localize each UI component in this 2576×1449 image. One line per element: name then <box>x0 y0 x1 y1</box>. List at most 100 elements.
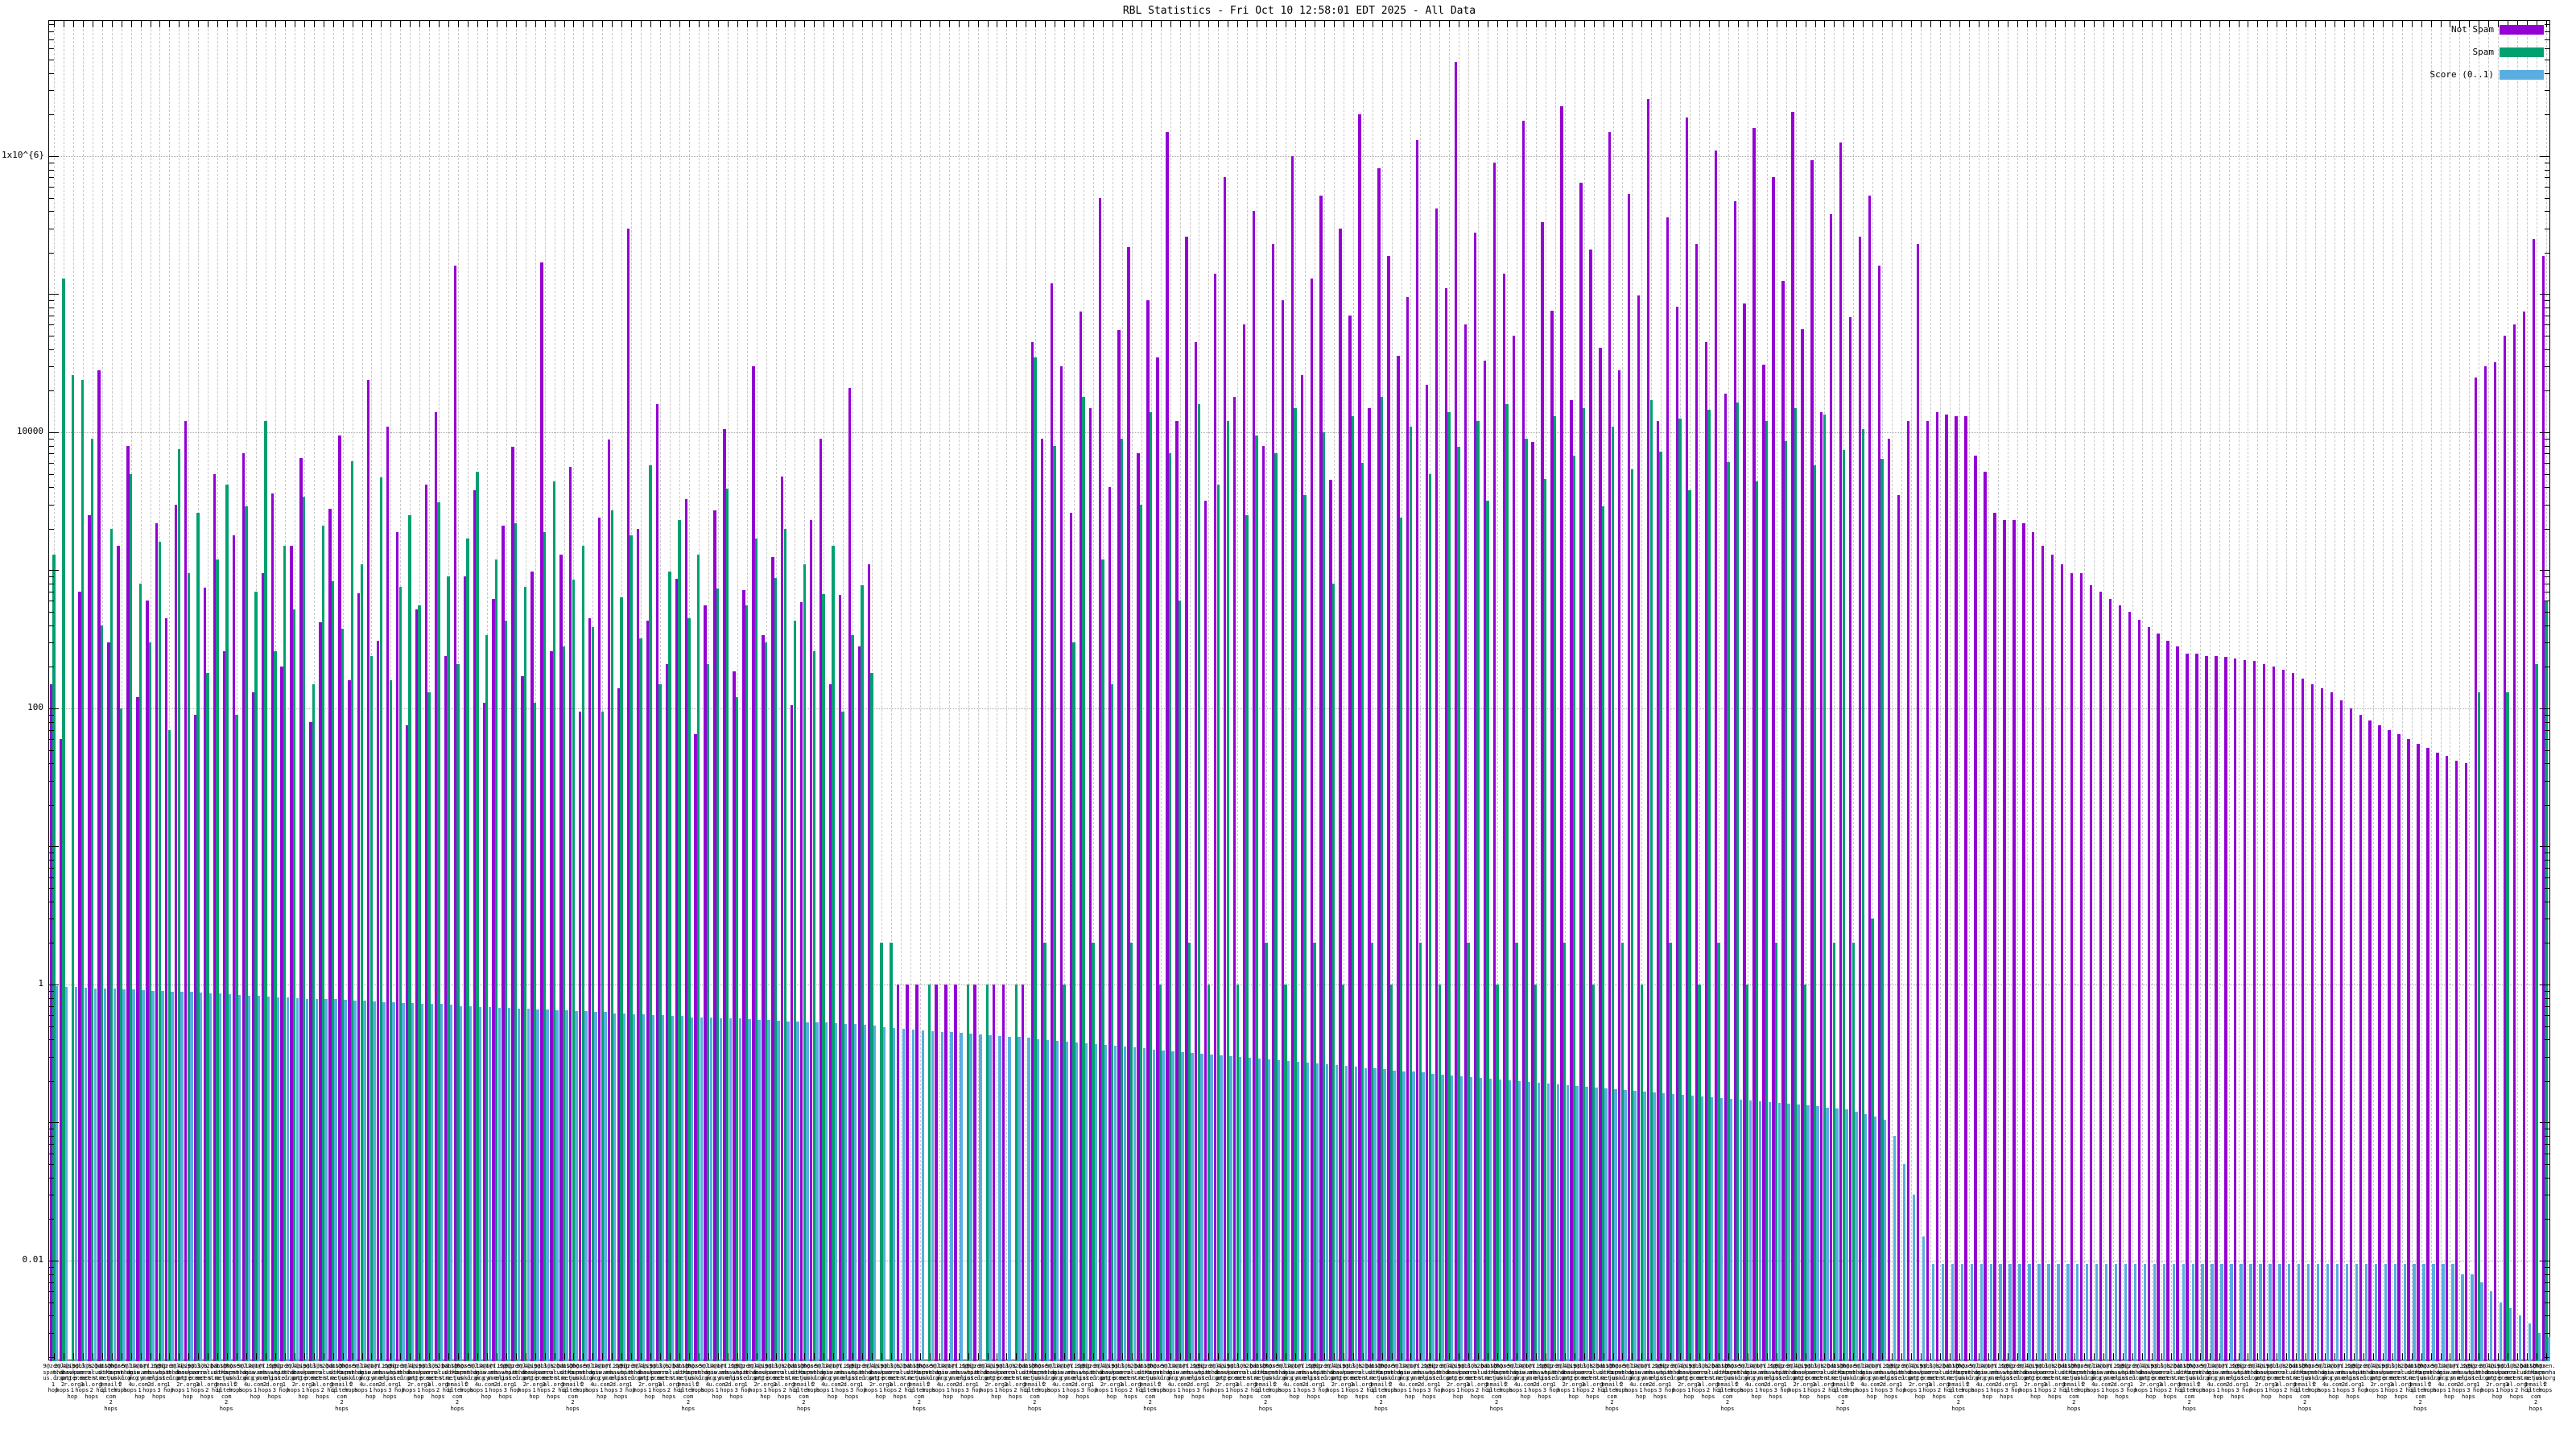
x-tick <box>814 1353 815 1360</box>
x-tick-label: 9@zen.spamhaus.org 1 hop <box>2005 1363 2027 1393</box>
bar-spam <box>1832 943 1836 1361</box>
x-tick-label: 15@ips.whitelisted.org 3 hops <box>1072 1363 1093 1400</box>
bar-score <box>1171 1051 1174 1361</box>
x-tick-label: 11@hostkarma.junkemailfilter.com 2 hops <box>2525 1363 2546 1412</box>
bar-score <box>2326 1263 2330 1361</box>
x-tick <box>2113 1353 2115 1360</box>
x-tick-label: 15@ips.whitelisted.org 3 hops <box>610 1363 631 1400</box>
x-tick-label: 2@list.dnswl.org 2 hops <box>2131 1363 2152 1393</box>
bar-spam <box>1534 984 1538 1361</box>
bar-spam <box>1746 984 1749 1361</box>
x-tick-label: 5@list.dnswl.org 4 hops <box>812 1363 833 1393</box>
x-tick <box>1266 1353 1268 1360</box>
bar-spam <box>1544 478 1547 1361</box>
y-tick <box>49 749 54 751</box>
bar-not-spam <box>848 387 852 1361</box>
x-tick <box>159 21 161 27</box>
bar-not-spam <box>1098 197 1101 1361</box>
gridline-vertical <box>2334 21 2336 1360</box>
y-tick <box>49 990 54 992</box>
bar-score <box>1451 1075 1454 1361</box>
y-tick <box>2545 1080 2549 1082</box>
bar-spam <box>1861 429 1864 1361</box>
bar-score <box>2413 1263 2416 1361</box>
x-tick <box>1218 21 1220 27</box>
bar-spam <box>1274 453 1278 1361</box>
y-tick <box>49 504 54 506</box>
bar-spam <box>398 586 402 1361</box>
bar-not-spam <box>1550 310 1554 1361</box>
x-tick <box>101 21 103 27</box>
gridline-vertical <box>1670 21 1672 1360</box>
x-tick-label: 14@origin.asn.cymru.com 1 hop <box>938 1363 959 1400</box>
bar-not-spam <box>791 705 794 1361</box>
x-tick-label: 4@ips.backscatterer.org 1 hop <box>2372 1363 2392 1400</box>
y-tick <box>49 1356 54 1358</box>
bar-not-spam <box>1877 266 1881 1361</box>
x-tick <box>2199 1353 2201 1360</box>
legend-label-not-spam: Not Spam <box>2451 24 2494 35</box>
x-tick <box>1121 1353 1123 1360</box>
x-tick <box>1266 21 1268 27</box>
x-tick <box>2113 21 2115 27</box>
bar-not-spam <box>733 671 736 1361</box>
bar-not-spam <box>165 617 168 1361</box>
x-tick-label: 3@b.barracudacentral.org 2 hops <box>81 1363 102 1400</box>
x-tick <box>1006 21 1008 27</box>
y-tick <box>49 1026 54 1027</box>
bar-not-spam <box>867 564 871 1361</box>
x-tick-label: 1@Y.spamhaus.org 2 hops <box>832 1363 852 1393</box>
x-tick <box>1150 1353 1152 1360</box>
gridline-vertical <box>2430 21 2432 1360</box>
x-tick-label: 2@dnsbl.sorbs.net 1 hop <box>2401 1363 2421 1393</box>
y-tick <box>49 48 54 50</box>
y-tick <box>49 1291 54 1293</box>
bar-score <box>1239 1056 1242 1361</box>
bar-score <box>806 1022 809 1361</box>
bar-not-spam <box>2108 599 2112 1361</box>
gridline-vertical <box>1968 21 1970 1360</box>
bar-score <box>2153 1263 2157 1361</box>
x-tick <box>1583 21 1585 27</box>
x-tick-label: 1@Y.spamhaus.org 2 hops <box>1640 1363 1661 1393</box>
bar-not-spam <box>993 984 996 1361</box>
x-tick <box>2363 1353 2364 1360</box>
y-tick <box>49 349 54 350</box>
y-tick <box>49 1332 54 1334</box>
bar-spam <box>764 642 768 1361</box>
bar-score <box>1018 1037 1021 1361</box>
bar-score <box>1768 1101 1771 1361</box>
x-tick <box>2488 1353 2490 1360</box>
x-tick <box>1478 21 1480 27</box>
x-tick <box>448 1353 450 1360</box>
x-tick <box>602 21 604 27</box>
bar-score <box>142 989 145 1361</box>
x-tick <box>890 1353 892 1360</box>
y-tick <box>49 445 54 447</box>
x-tick-label: 11@hostkarma.junkemailfilter.com 2 hops <box>1717 1363 1738 1412</box>
x-tick <box>2440 21 2442 27</box>
x-tick-label: 9@bl.spamcop.net 3 hops <box>880 1363 901 1393</box>
bar-score <box>873 1025 877 1361</box>
x-tick <box>2151 21 2153 27</box>
bar-score <box>1113 1046 1117 1361</box>
x-tick <box>2267 1353 2268 1360</box>
x-tick <box>1535 1353 1537 1360</box>
gridline-vertical <box>2199 21 2201 1360</box>
x-tick <box>2267 21 2268 27</box>
bar-not-spam <box>395 531 399 1361</box>
x-tick-label: 9@zen.spamhaus.org 1 hop <box>2236 1363 2258 1393</box>
bar-score <box>402 1003 405 1361</box>
bar-not-spam <box>742 589 745 1361</box>
bar-not-spam <box>665 663 668 1361</box>
y-tick <box>2545 1219 2549 1220</box>
bar-spam <box>1698 984 1701 1361</box>
x-tick <box>564 21 565 27</box>
bar-spam <box>1486 500 1489 1361</box>
x-tick-label: 9@bl.spamcop.net 3 hops <box>2381 1363 2402 1393</box>
gridline-vertical <box>1872 21 1874 1360</box>
gridline-vertical <box>2065 21 2066 1360</box>
x-tick <box>2141 1353 2143 1360</box>
y-tick <box>49 1302 54 1303</box>
x-tick <box>1237 21 1239 27</box>
